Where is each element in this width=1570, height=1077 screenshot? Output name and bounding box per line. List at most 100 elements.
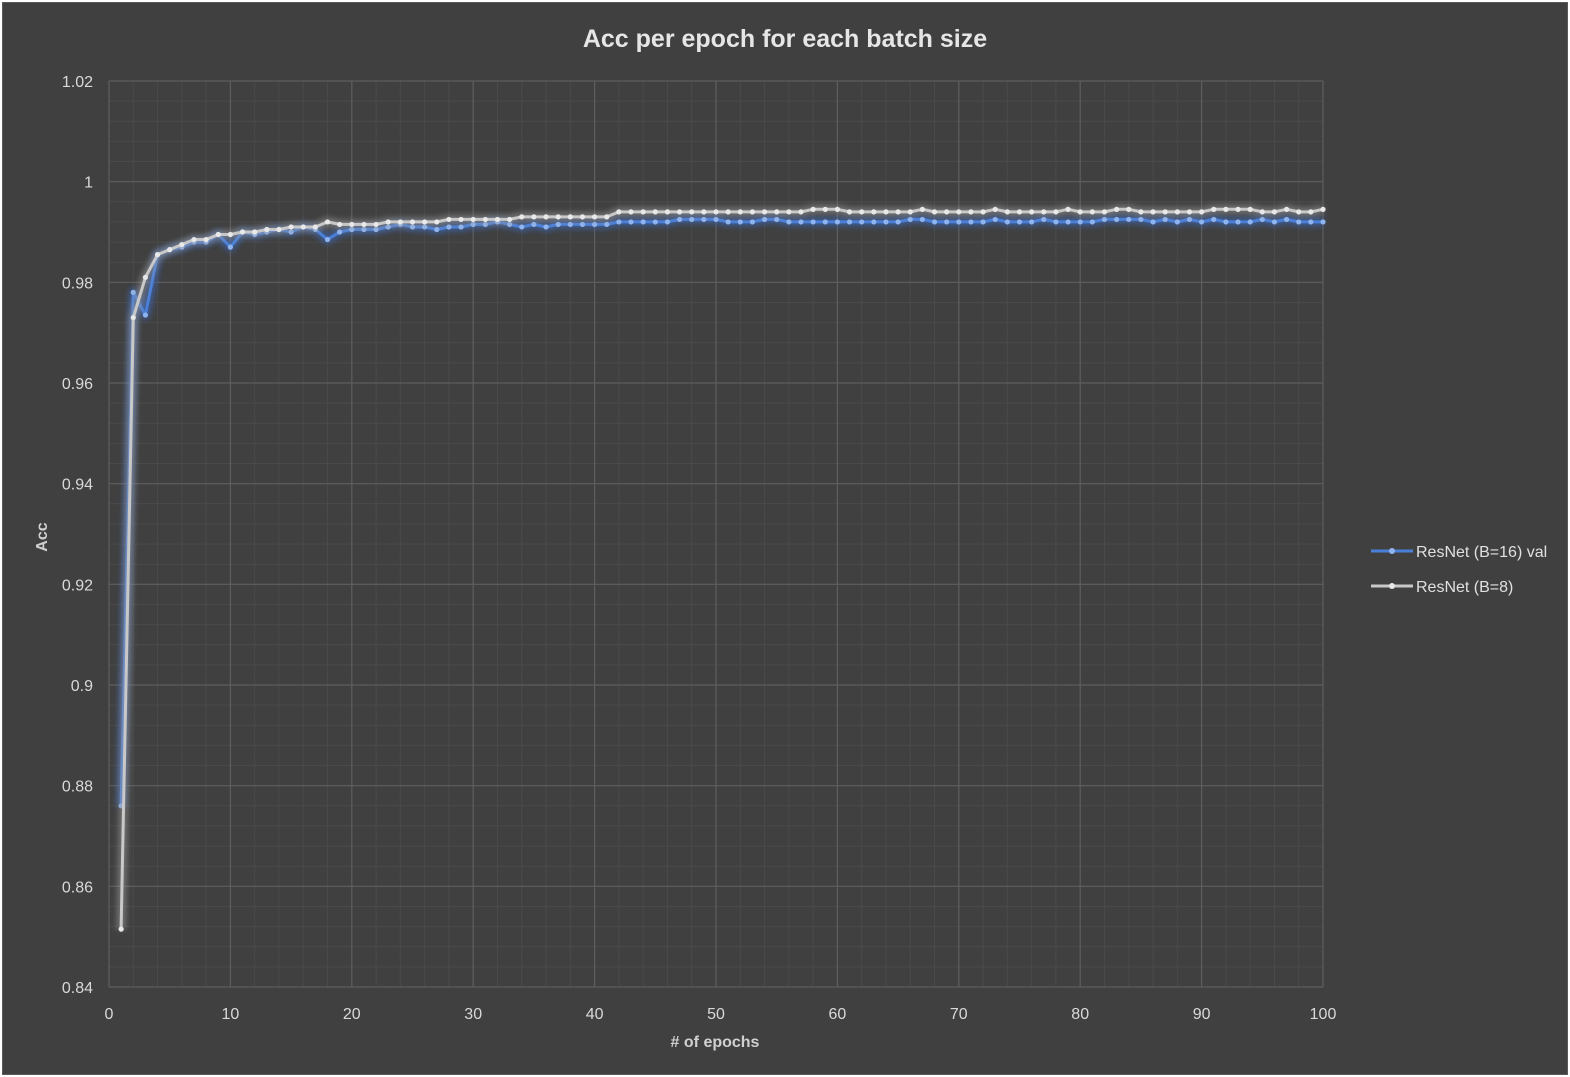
data-point	[567, 214, 573, 220]
x-tick-label: 30	[464, 1006, 482, 1023]
data-point	[761, 209, 768, 215]
data-point	[774, 216, 780, 223]
data-point	[446, 216, 452, 223]
data-point	[531, 214, 537, 220]
data-point	[689, 209, 695, 215]
data-point	[846, 209, 853, 215]
data-point	[834, 219, 841, 225]
data-point	[142, 312, 149, 318]
x-tick-label: 0	[105, 1006, 114, 1023]
data-point	[118, 926, 124, 932]
data-point	[725, 209, 731, 215]
data-point	[737, 219, 743, 225]
data-point	[555, 214, 561, 220]
data-point	[1016, 209, 1023, 215]
data-point	[1259, 209, 1265, 215]
data-point	[1247, 219, 1253, 225]
data-point	[822, 219, 828, 225]
data-point	[798, 219, 804, 225]
data-point	[1211, 206, 1217, 212]
data-point	[1271, 209, 1278, 215]
series-line	[119, 217, 1325, 808]
data-point	[179, 241, 185, 248]
data-point	[604, 214, 610, 220]
data-point	[1199, 209, 1205, 215]
data-point	[434, 226, 440, 233]
data-point	[567, 221, 573, 228]
data-point	[859, 209, 865, 215]
data-point	[640, 219, 646, 225]
data-point	[203, 236, 209, 243]
data-point	[446, 224, 452, 230]
data-point	[968, 219, 974, 225]
data-point	[616, 209, 622, 215]
data-point	[1114, 206, 1120, 212]
data-point	[1174, 209, 1180, 215]
data-point	[786, 219, 792, 225]
data-point	[1029, 209, 1035, 215]
data-point	[1065, 206, 1071, 212]
data-point	[749, 209, 756, 215]
data-point	[956, 219, 962, 225]
line-chart: Acc per epoch for each batch size 0 10 20 3…	[34, 25, 1547, 1051]
y-tick-label: 0.96	[62, 376, 93, 393]
data-point	[1162, 209, 1168, 215]
data-point	[1077, 209, 1083, 215]
data-point	[252, 229, 258, 235]
data-point	[883, 209, 889, 215]
tick-labels: 0 10 20 30 40 50 60 70 80 90 100 0.84 0.86 0.88 0.9 0.9…	[62, 74, 1337, 1023]
data-point	[944, 209, 950, 215]
data-point	[956, 209, 962, 215]
data-point	[1016, 219, 1023, 225]
data-point	[1101, 216, 1108, 223]
data-point	[1162, 216, 1168, 223]
data-point	[749, 219, 756, 225]
data-point	[349, 221, 355, 228]
legend-label: ResNet (B=8)	[1416, 579, 1513, 596]
x-tick-label: 80	[1071, 1006, 1089, 1023]
data-point	[215, 231, 221, 238]
data-point	[689, 216, 695, 223]
data-point	[1077, 219, 1083, 225]
data-point	[883, 219, 889, 225]
series-resnet-b16-val	[116, 214, 1326, 809]
y-tick-label: 0.84	[62, 980, 93, 997]
y-tick-label: 1	[84, 175, 93, 192]
data-point	[130, 314, 136, 321]
data-point	[1259, 216, 1265, 223]
data-point	[1308, 219, 1314, 225]
x-tick-label: 10	[222, 1006, 240, 1023]
x-tick-label: 70	[950, 1006, 968, 1023]
data-point	[1199, 219, 1205, 225]
legend-item: ResNet (B=16) val	[1371, 544, 1547, 561]
data-point	[919, 206, 925, 212]
data-point	[616, 219, 622, 225]
data-point	[1308, 209, 1314, 215]
data-point	[1223, 206, 1229, 212]
data-point	[1041, 216, 1047, 223]
data-point	[1041, 209, 1047, 215]
data-point	[604, 221, 610, 228]
data-point	[1114, 216, 1120, 223]
series-layer	[116, 204, 1326, 932]
data-point	[992, 216, 998, 223]
data-point	[1089, 209, 1095, 215]
data-point	[494, 216, 501, 223]
data-point	[458, 216, 464, 223]
data-point	[154, 252, 161, 258]
y-tick-label: 0.92	[62, 577, 93, 594]
data-point	[142, 274, 149, 280]
data-point	[919, 216, 925, 223]
data-point	[1150, 209, 1156, 215]
data-point	[579, 221, 586, 228]
data-point	[664, 219, 671, 225]
data-point	[786, 209, 792, 215]
chart-title: Acc per epoch for each batch size	[583, 25, 987, 53]
data-point	[761, 216, 768, 223]
data-point	[1150, 219, 1156, 225]
x-tick-label: 50	[707, 1006, 725, 1023]
data-point	[628, 219, 634, 225]
data-point	[324, 236, 331, 243]
data-point	[810, 219, 816, 225]
y-tick-label: 0.94	[62, 477, 93, 494]
